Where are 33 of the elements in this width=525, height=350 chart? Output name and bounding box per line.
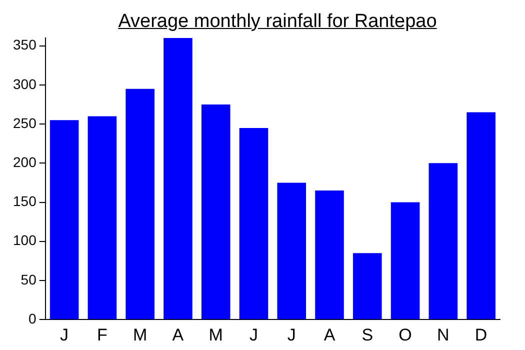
- bar: [466, 112, 496, 320]
- bar: [277, 182, 306, 320]
- x-tick-label: D: [474, 325, 488, 344]
- x-tick-label: O: [398, 325, 412, 344]
- bar: [126, 88, 154, 320]
- y-tick-label: 300: [13, 76, 37, 92]
- y-tick-label: 100: [13, 232, 37, 248]
- y-tick-label: 250: [13, 114, 37, 131]
- bar: [428, 163, 458, 320]
- y-tick-label: 200: [13, 154, 37, 170]
- x-tick-label: A: [172, 325, 184, 344]
- x-tick-label: A: [324, 325, 336, 344]
- x-tick-label: N: [437, 325, 450, 344]
- y-tick-label: 0: [28, 310, 37, 326]
- bar: [201, 104, 230, 320]
- x-tick-label: J: [249, 325, 258, 344]
- chart-title: Average monthly rainfall for Rantepao: [117, 11, 438, 33]
- y-tick-label: 50: [20, 271, 37, 288]
- bar: [88, 116, 117, 320]
- bar: [315, 190, 344, 320]
- x-tick-label: M: [208, 325, 223, 344]
- x-tick-label: J: [287, 325, 296, 344]
- bar: [353, 253, 382, 320]
- x-tick-label: J: [60, 325, 69, 344]
- y-tick-label: 350: [13, 36, 37, 53]
- x-tick-label: F: [96, 325, 108, 344]
- x-tick-label: S: [362, 325, 374, 344]
- bar: [239, 128, 268, 320]
- x-tick-label: M: [132, 325, 148, 344]
- bar: [50, 120, 79, 320]
- bar: [164, 38, 192, 320]
- y-tick-label: 150: [13, 193, 37, 210]
- bar: [390, 202, 420, 320]
